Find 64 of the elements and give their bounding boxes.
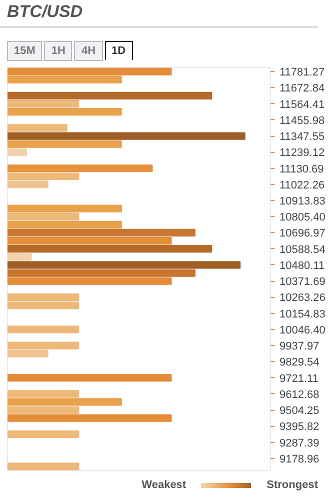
bar xyxy=(8,350,48,358)
bar xyxy=(8,414,172,422)
y-tick-label: 9504.25 xyxy=(280,405,320,418)
y-tick-label: 9721.11 xyxy=(280,372,318,385)
bar xyxy=(8,261,241,269)
y-tick-label: 10046.40 xyxy=(280,324,326,336)
bar xyxy=(8,92,212,100)
text: Strongest xyxy=(266,479,318,491)
bar xyxy=(8,253,32,261)
y-tick-label: 10480.11 xyxy=(280,260,325,272)
text: Weakest xyxy=(142,479,186,491)
bar xyxy=(8,204,122,212)
y-tick-label: 10371.69 xyxy=(280,276,326,288)
y-tick-label: 11781.27 xyxy=(280,66,325,79)
y-tick-label: 11672.84 xyxy=(280,82,325,95)
bar xyxy=(8,140,122,148)
text: 15M xyxy=(7,41,42,61)
y-tick-label: 9287.39 xyxy=(280,437,320,450)
y-tick-label: 9937.97 xyxy=(280,340,320,353)
bar xyxy=(8,76,122,84)
bar xyxy=(8,164,153,172)
bar xyxy=(8,236,172,245)
bar xyxy=(8,108,122,116)
bar xyxy=(8,326,80,334)
chart-title: BTC/USD xyxy=(0,0,318,28)
bar xyxy=(8,342,80,350)
y-tick-label: 10263.26 xyxy=(280,292,326,304)
bar xyxy=(8,180,48,188)
y-tick-label: 10154.83 xyxy=(280,308,326,320)
bar xyxy=(8,148,27,156)
bar xyxy=(8,462,80,470)
bar xyxy=(8,398,122,406)
bar xyxy=(8,132,246,140)
bar xyxy=(8,406,80,414)
y-tick-label: 11347.55 xyxy=(280,131,325,144)
bar xyxy=(8,220,122,228)
text: 1H xyxy=(44,41,72,61)
bar xyxy=(8,100,80,108)
bar xyxy=(8,390,80,398)
y-tick-label: 10913.83 xyxy=(280,195,326,208)
y-tick-label: 10588.54 xyxy=(280,244,326,256)
y-tick-label: 11022.26 xyxy=(280,179,325,192)
y-tick-label: 10805.40 xyxy=(280,212,326,224)
bar xyxy=(8,124,68,132)
bar xyxy=(8,277,172,285)
y-tick-label: 11239.12 xyxy=(280,147,325,160)
bar xyxy=(8,68,172,76)
text: 4H xyxy=(74,41,103,61)
bar xyxy=(8,228,196,237)
y-tick-label: 11564.41 xyxy=(280,98,325,111)
y-tick-label: 9829.54 xyxy=(280,356,320,369)
y-tick-label: 9612.68 xyxy=(280,388,320,401)
bar xyxy=(8,245,212,253)
bar xyxy=(8,430,80,438)
y-tick-label: 11455.98 xyxy=(280,114,325,127)
y-tick-label: 9178.96 xyxy=(280,453,320,466)
bar xyxy=(8,172,80,180)
bar xyxy=(8,374,172,382)
bar xyxy=(8,269,196,277)
bar xyxy=(8,212,80,220)
y-tick-label: 11130.69 xyxy=(280,163,324,176)
y-tick-label: 10696.97 xyxy=(280,228,326,240)
y-tick-label: 9395.82 xyxy=(280,421,320,434)
text: 1D xyxy=(104,41,133,60)
